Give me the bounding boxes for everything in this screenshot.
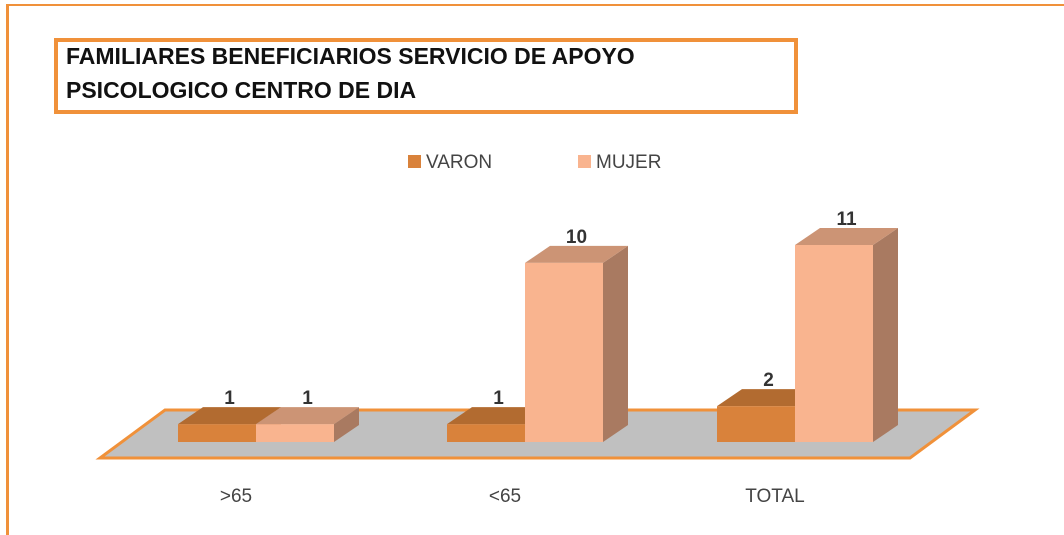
title-box	[54, 38, 798, 114]
bar-side	[334, 407, 359, 442]
bar-top	[795, 228, 898, 245]
x-tick-label: <65	[489, 486, 521, 507]
bar-front	[256, 424, 334, 442]
x-tick-label: >65	[220, 486, 252, 507]
bar-front	[178, 424, 256, 442]
data-label: 1	[493, 388, 504, 409]
x-tick-label: TOTAL	[745, 486, 804, 507]
bar	[795, 228, 898, 442]
legend-label: MUJER	[596, 152, 661, 173]
bar-top	[525, 245, 628, 263]
data-label: 2	[763, 370, 774, 391]
chart-title: PSICOLOGICO CENTRO DE DIA	[66, 77, 416, 103]
bar-top	[447, 407, 550, 425]
legend-swatch	[408, 155, 421, 168]
bar-top	[717, 389, 820, 407]
bar-front	[447, 424, 525, 442]
bar-top	[178, 407, 281, 425]
legend-label: VARON	[426, 152, 492, 173]
bar-side	[873, 228, 898, 442]
data-label: 11	[836, 209, 857, 230]
frame	[6, 4, 1064, 535]
bar	[525, 245, 628, 442]
bar-top	[256, 407, 359, 425]
bar-front	[717, 406, 795, 442]
chart-title: FAMILIARES BENEFICIARIOS SERVICIO DE APO…	[66, 43, 635, 69]
bar	[256, 407, 359, 442]
bar-front	[795, 245, 873, 442]
data-label: 10	[566, 227, 587, 248]
bar-front	[525, 262, 603, 442]
data-label: 1	[224, 388, 235, 409]
bar-side	[603, 245, 628, 442]
legend-swatch	[578, 155, 591, 168]
data-label: 1	[302, 388, 313, 409]
